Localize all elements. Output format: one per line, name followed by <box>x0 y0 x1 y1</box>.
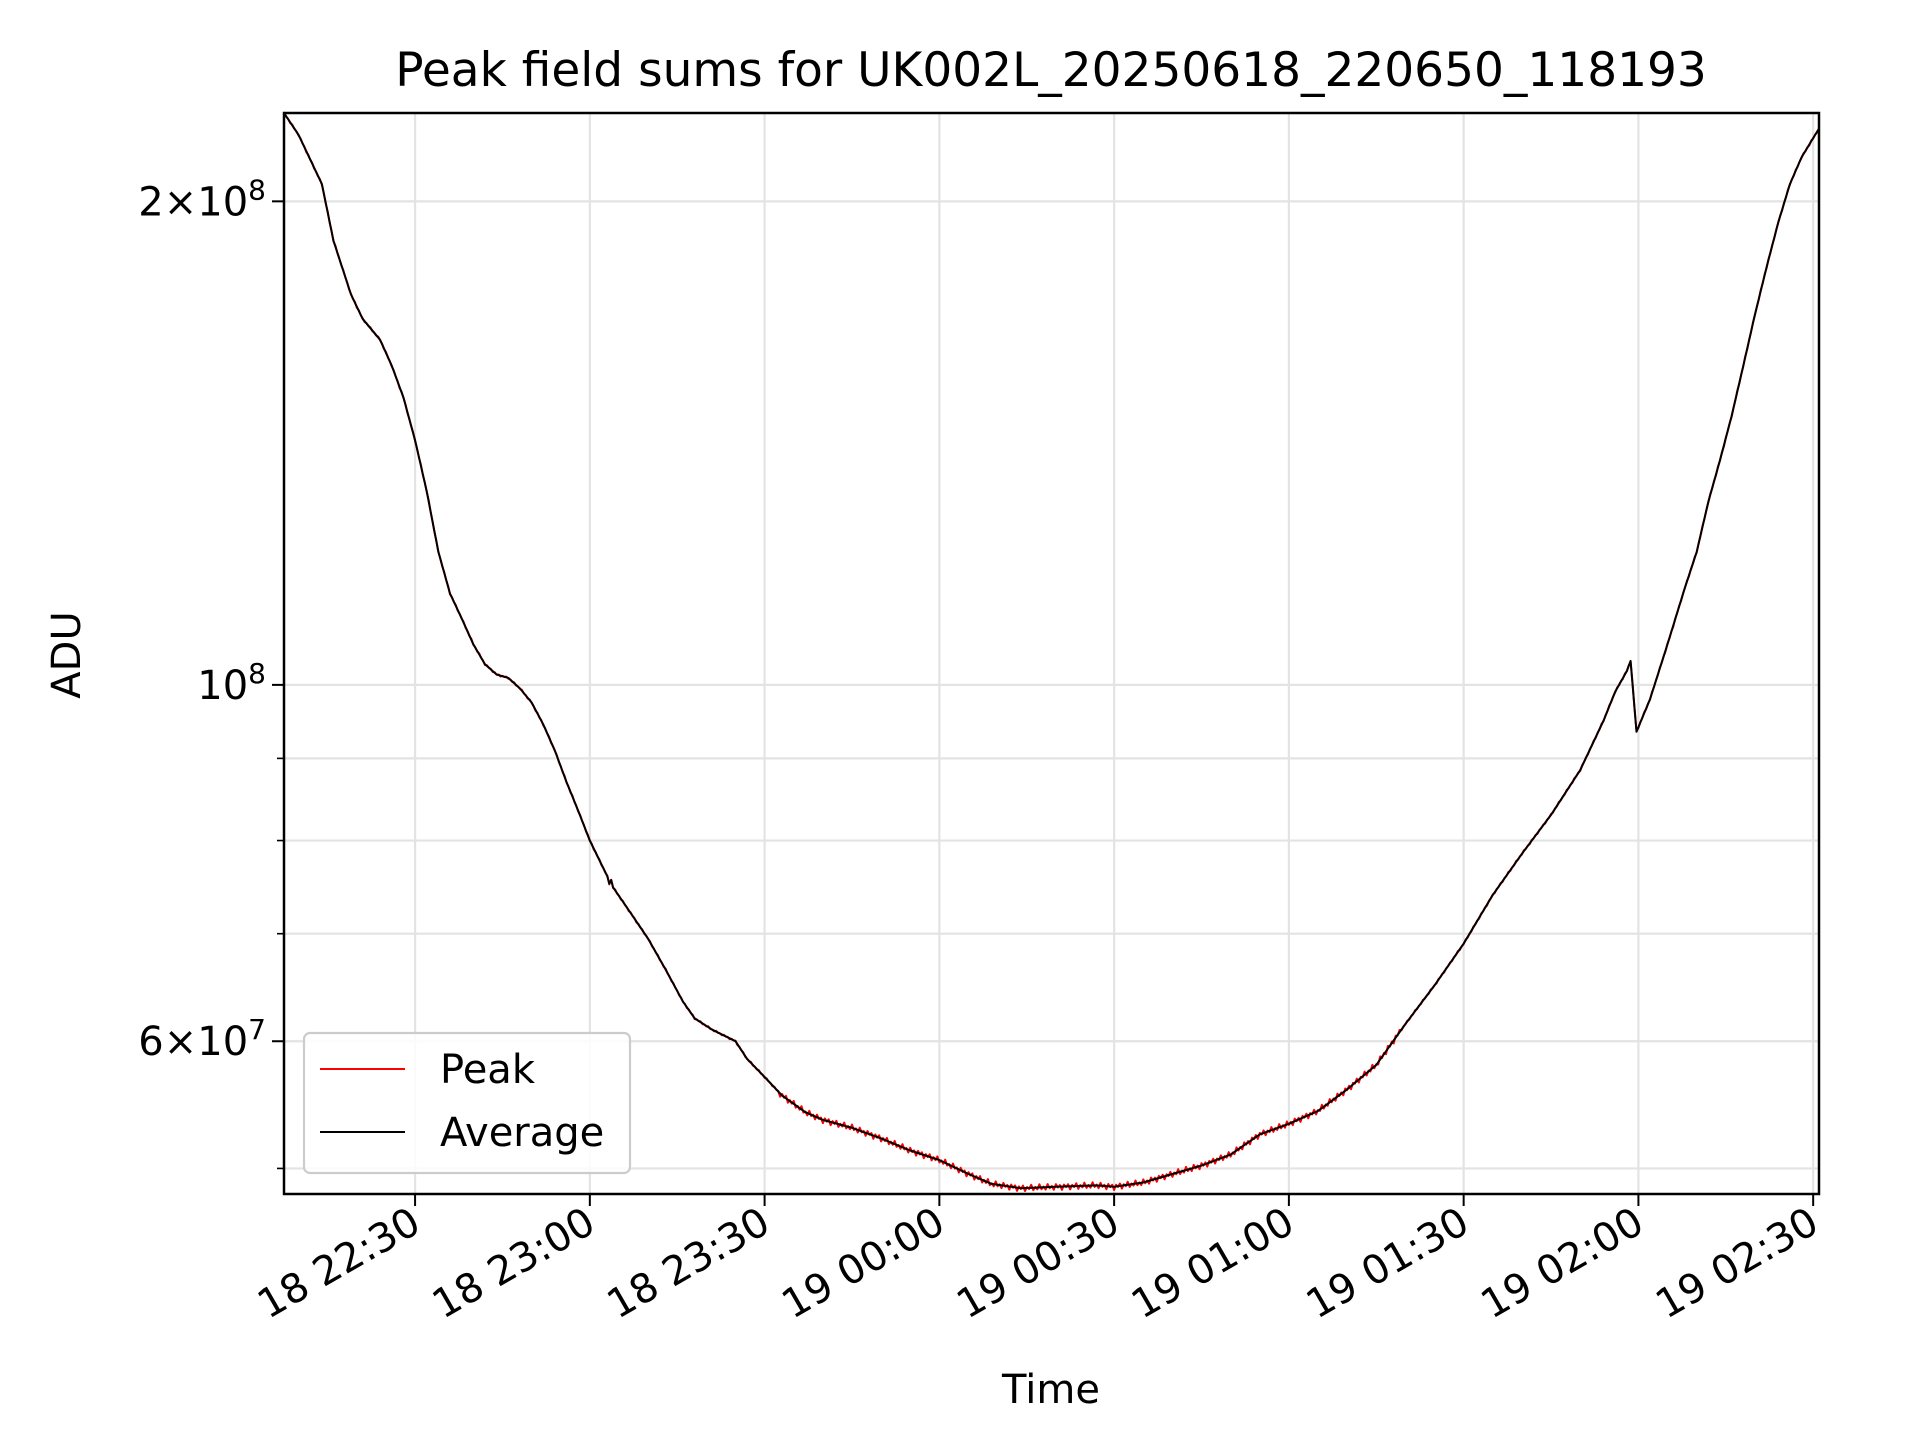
y-axis-label: ADU <box>44 611 90 698</box>
x-tick-label: 18 23:30 <box>600 1199 778 1328</box>
x-tick-label: 19 01:30 <box>1299 1199 1477 1328</box>
y-tick-exponent: 7 <box>248 1013 266 1046</box>
grid <box>284 113 1819 1194</box>
x-tick-label: 19 00:00 <box>774 1199 952 1328</box>
x-tick-label: 19 01:00 <box>1124 1199 1302 1328</box>
plot-frame <box>282 111 1821 1196</box>
legend-label-peak: Peak <box>440 1047 536 1093</box>
y-tick-label: 2×108 <box>138 173 266 225</box>
x-tick-label: 19 00:30 <box>949 1199 1127 1328</box>
x-axis-label: Time <box>1001 1367 1100 1413</box>
chart-title: Peak field sums for UK002L_20250618_2206… <box>395 43 1707 98</box>
x-tick-label: 18 22:30 <box>250 1199 428 1328</box>
y-tick-exponent: 8 <box>248 657 266 690</box>
x-tick-label: 18 23:00 <box>425 1199 603 1328</box>
x-tick-label: 19 02:00 <box>1473 1199 1651 1328</box>
series-line-peak <box>283 111 1820 1192</box>
legend-label-average: Average <box>440 1110 604 1156</box>
legend: Peak Average <box>302 1031 632 1175</box>
y-axis: 2×108 108 6×107 <box>138 173 284 1170</box>
y-tick-exponent: 8 <box>248 173 266 206</box>
x-tick-label: 19 02:30 <box>1648 1199 1826 1328</box>
y-tick-label: 6×107 <box>138 1013 266 1065</box>
series-layer <box>283 111 1820 1192</box>
series-line-average <box>283 112 1820 1190</box>
y-tick-label: 108 <box>197 657 266 709</box>
